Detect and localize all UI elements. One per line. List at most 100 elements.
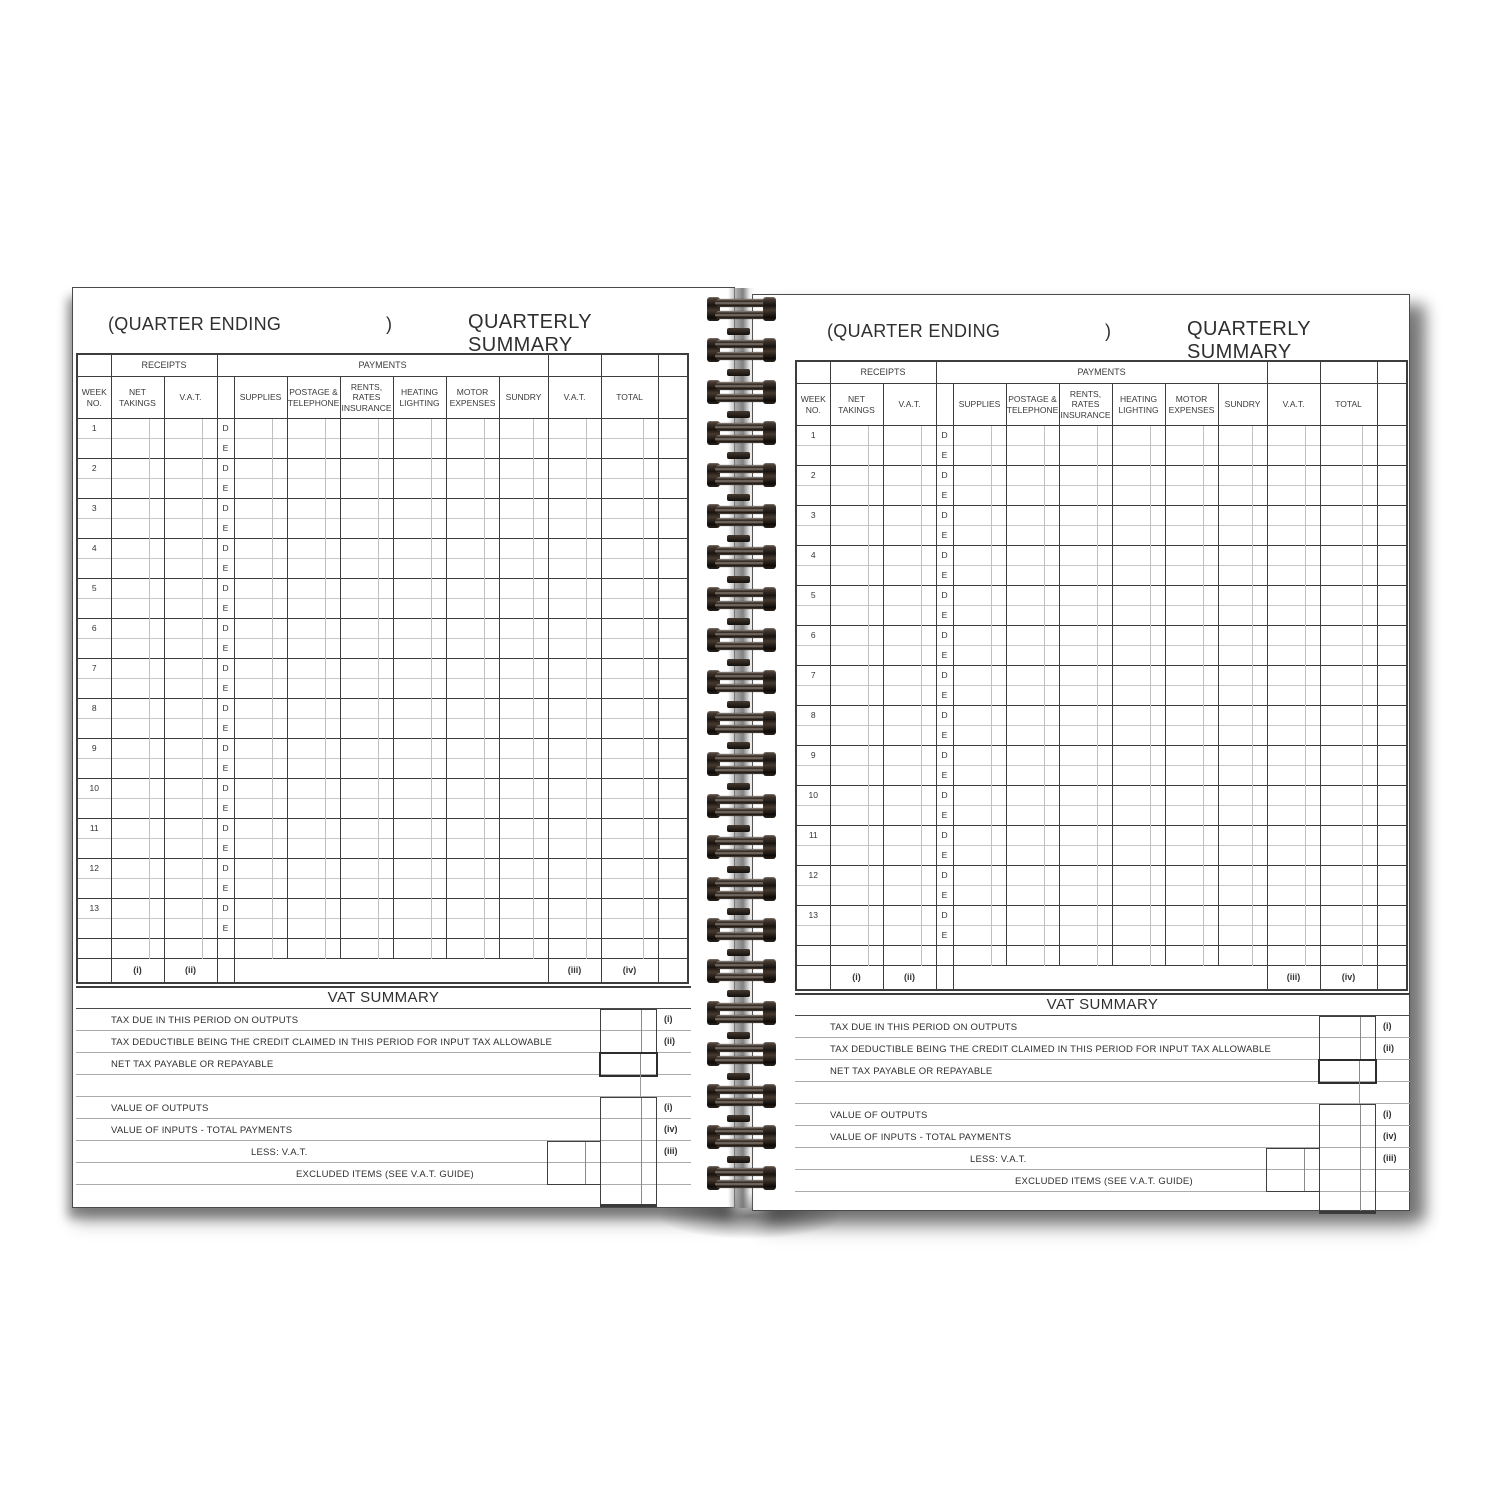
vat-row-marker: (iv) (664, 1124, 678, 1134)
binding-ring (707, 959, 776, 984)
entry-cell (1251, 605, 1268, 626)
entry-cell (920, 485, 937, 506)
entry-cell (829, 765, 868, 786)
entry-cell (1251, 825, 1268, 846)
entry-cell (286, 618, 326, 639)
ring-cap-icon (763, 711, 776, 735)
entry-cell (148, 498, 164, 519)
entry-cell (324, 538, 341, 559)
entry-cell (600, 638, 644, 659)
entry-cell (1096, 745, 1113, 766)
entry-cell (657, 798, 689, 819)
entry-cell (657, 538, 689, 559)
entry-cell (1361, 585, 1378, 606)
entry-cell (286, 798, 326, 819)
entry-cell (1319, 905, 1363, 926)
ring-wire-icon (715, 393, 768, 402)
entry-cell (1164, 465, 1204, 486)
entry-cell (324, 518, 341, 539)
spacer-cell (76, 354, 111, 377)
entry-cell (1361, 525, 1378, 546)
entry-cell (271, 578, 288, 599)
entry-cell (532, 598, 549, 619)
entry-cell (1319, 625, 1363, 646)
entry-cell (498, 638, 534, 659)
entry-cell (430, 818, 447, 839)
entry-cell (1043, 565, 1060, 586)
entry-cell (483, 498, 500, 519)
entry-cell (233, 538, 273, 559)
entry-cell (163, 478, 202, 499)
week-number-cell: 11 (77, 818, 111, 839)
entry-cell (148, 778, 164, 799)
week-row: E (77, 558, 689, 579)
entry-cell (867, 845, 883, 866)
entry-cell (1058, 825, 1098, 846)
entry-cell (547, 518, 587, 539)
entry-cell (585, 438, 602, 459)
entry-cell (339, 718, 379, 739)
entry-cell (271, 658, 288, 679)
entry-cell (1005, 705, 1045, 726)
entry-cell (148, 758, 164, 779)
entry-cell (1149, 605, 1166, 626)
entry-cell (445, 758, 485, 779)
totals-cell (642, 938, 659, 959)
entry-cell (532, 738, 549, 759)
totals-cell (952, 945, 992, 966)
entry-cell (1005, 665, 1045, 686)
week-number-cell: 4 (796, 545, 830, 566)
amount-column-line (1359, 1082, 1360, 1104)
entry-cell (1149, 905, 1166, 926)
entry-cell (1111, 485, 1151, 506)
entry-cell (483, 418, 500, 439)
entry-cell (498, 558, 534, 579)
entry-cell (585, 418, 602, 439)
entry-cell (377, 518, 394, 539)
entry-cell (532, 538, 549, 559)
entry-cell (990, 745, 1007, 766)
entry-cell (1202, 785, 1219, 806)
entry-cell (271, 478, 288, 499)
entry-cell (1005, 685, 1045, 706)
week-number-cell (77, 678, 111, 699)
entry-cell (201, 538, 218, 559)
totals-row (796, 945, 1408, 966)
entry-cell (1058, 845, 1098, 866)
entry-cell (377, 898, 394, 919)
entry-cell (990, 805, 1007, 826)
entry-cell (585, 658, 602, 679)
entry-cell (1217, 685, 1253, 706)
entry-cell (920, 805, 937, 826)
vat-row-label: NET TAX PAYABLE OR REPAYABLE (111, 1059, 274, 1070)
entry-cell (445, 738, 485, 759)
entry-cell (829, 785, 868, 806)
week-number-cell (77, 718, 111, 739)
entry-cell (286, 898, 326, 919)
entry-cell (867, 725, 883, 746)
entry-cell (233, 438, 273, 459)
vat-row-label: TAX DUE IN THIS PERIOD ON OUTPUTS (111, 1015, 299, 1026)
entry-cell (585, 518, 602, 539)
binding-ring (707, 462, 776, 487)
entry-cell (1096, 725, 1113, 746)
entry-cell (1361, 825, 1378, 846)
entry-cell (483, 698, 500, 719)
week-number-cell: 8 (796, 705, 830, 726)
entry-cell (1304, 865, 1321, 886)
entry-cell (201, 778, 218, 799)
week-number-cell (77, 598, 111, 619)
entry-cell (1266, 425, 1306, 446)
entry-cell (286, 518, 326, 539)
entry-cell (430, 538, 447, 559)
entry-cell (1202, 825, 1219, 846)
entry-cell (642, 898, 659, 919)
entry-cell (867, 665, 883, 686)
entry-cell (286, 738, 326, 759)
entry-cell (339, 438, 379, 459)
week-number-cell: 6 (796, 625, 830, 646)
entry-cell (1058, 725, 1098, 746)
vat-row: VALUE OF OUTPUTS (i) (76, 1097, 691, 1119)
